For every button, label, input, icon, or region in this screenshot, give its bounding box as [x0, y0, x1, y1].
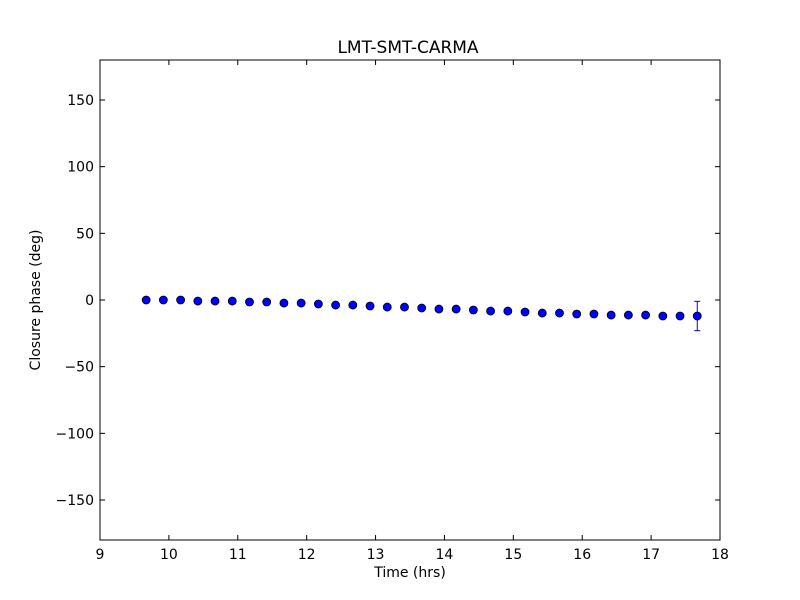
data-point	[348, 300, 358, 310]
data-point	[486, 306, 496, 316]
data-point	[606, 310, 616, 320]
data-point	[296, 298, 306, 308]
data-point	[176, 295, 186, 305]
data-point	[141, 295, 151, 305]
data-point	[503, 306, 513, 316]
y-tick-label: 0	[85, 293, 94, 309]
x-axis-label: Time (hrs)	[373, 565, 446, 581]
data-point	[658, 311, 668, 321]
data-point	[451, 304, 461, 314]
x-tick-label: 9	[96, 547, 105, 563]
x-tick-label: 15	[504, 547, 522, 563]
x-tick-label: 17	[642, 547, 660, 563]
y-tick-label: 50	[76, 226, 94, 242]
y-tick-label: −50	[64, 360, 94, 376]
data-point	[417, 303, 427, 313]
x-tick-label: 10	[160, 547, 178, 563]
data-point	[245, 297, 254, 307]
data-point	[434, 304, 444, 314]
y-tick-label: 100	[67, 160, 94, 176]
x-tick-label: 13	[367, 547, 385, 563]
x-tick-label: 18	[711, 547, 729, 563]
data-point	[400, 302, 409, 312]
x-tick-label: 16	[573, 547, 591, 563]
data-point	[262, 297, 272, 307]
y-tick-label: 150	[67, 93, 94, 109]
y-axis-label: Closure phase (deg)	[28, 230, 44, 371]
data-point	[555, 308, 564, 318]
data-point	[623, 310, 633, 320]
data-point	[692, 311, 702, 321]
data-point	[520, 307, 530, 317]
data-point	[279, 298, 289, 308]
data-point	[210, 296, 220, 306]
y-tick-label: −100	[56, 426, 94, 442]
data-point	[313, 299, 323, 309]
x-tick-label: 14	[436, 547, 454, 563]
data-point	[572, 309, 582, 319]
data-point	[365, 301, 375, 311]
data-point	[158, 295, 168, 305]
data-point	[675, 311, 685, 321]
x-tick-label: 11	[229, 547, 247, 563]
chart-title: LMT-SMT-CARMA	[337, 38, 478, 58]
plot-area: 9 10 11 12 13 14 15 16 17 18 150 100 50 0 −50 −100 −150	[56, 59, 729, 563]
data-point	[641, 310, 650, 320]
y-tick-label: −150	[56, 493, 94, 509]
data-point	[537, 308, 547, 318]
data-point	[589, 309, 599, 319]
data-point	[382, 302, 392, 312]
x-tick-label: 12	[298, 547, 316, 563]
data-point	[331, 300, 341, 310]
data-point	[193, 296, 203, 306]
data-point	[227, 296, 237, 306]
data-point	[468, 305, 478, 315]
